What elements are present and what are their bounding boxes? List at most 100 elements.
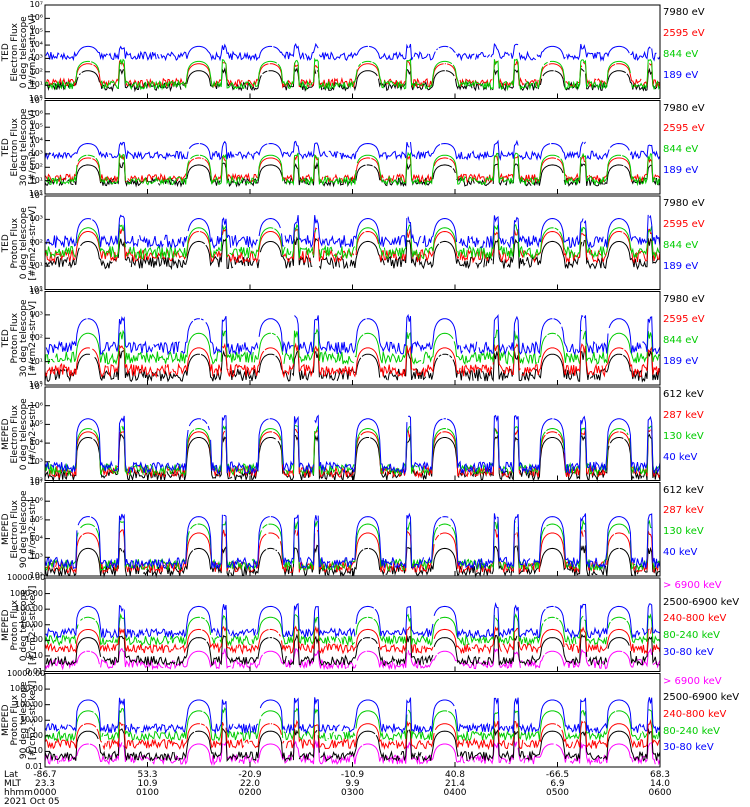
- x-tick-label: 68.3: [649, 770, 671, 780]
- series-line: [45, 313, 661, 356]
- series-line: [45, 633, 661, 667]
- y-tick-label: 10³: [29, 552, 43, 562]
- x-tick-label: 0600: [648, 788, 672, 798]
- x-tick-label: -10.9: [340, 770, 365, 780]
- series-line: [44, 42, 661, 62]
- y-tick-label: 10°: [28, 189, 43, 198]
- y-tick-label: 10²: [29, 333, 43, 343]
- legend-entry: 240-800 keV: [663, 613, 727, 625]
- panel-1: [44, 4, 661, 99]
- axis-row-label: hhmm: [4, 788, 33, 798]
- legend-entry: > 6900 keV: [663, 675, 722, 687]
- legend-entry: 7980 eV: [663, 293, 705, 305]
- y-tick-label: 10⁴: [29, 40, 43, 50]
- y-tick-label: 10⁷: [29, 477, 43, 487]
- legend-entry: 844 eV: [663, 335, 699, 347]
- y-tick-label: 1000.00: [9, 684, 43, 694]
- y-tick-label: 10¹: [29, 80, 43, 90]
- legend-entry: 40 keV: [663, 451, 698, 463]
- y-tick-label: 10²: [29, 162, 43, 172]
- y-tick-label: 10⁷: [29, 382, 43, 391]
- y-tick-label: 100.00: [15, 604, 43, 614]
- series-line: [44, 59, 661, 89]
- panel-ylabel: MEPED Electron Flux 90 deg telescope [#/cm2…: [1, 490, 38, 569]
- x-tick-label: 10.9: [137, 779, 158, 789]
- panel-ylabel: MEPED Electron Flux 0 deg telescope [#/cm2-…: [1, 397, 38, 470]
- legend-entry: 844 eV: [663, 144, 699, 156]
- x-tick-label: 6.9: [550, 779, 565, 789]
- y-tick-label: 10³: [29, 456, 43, 466]
- series-line: [44, 719, 661, 751]
- y-tick-label: 10³: [29, 148, 43, 158]
- panel-4: [44, 291, 661, 386]
- y-tick-label: 10³: [29, 53, 43, 63]
- y-tick-label: 10⁴: [29, 438, 43, 448]
- panel-6: [44, 482, 661, 578]
- legend-entry: 7980 eV: [663, 7, 705, 18]
- y-tick-label: 1.00: [25, 635, 43, 645]
- y-tick-label: 10⁵: [29, 122, 43, 132]
- x-tick-label: 9.9: [345, 779, 360, 789]
- y-tick-label: 10⁶: [29, 13, 43, 23]
- panel-ylabel: MEPED Proton Flux 0 deg telescope [#/cm2-s-…: [1, 585, 38, 665]
- series-line: [44, 697, 661, 735]
- legend-entry: 30-80 keV: [663, 742, 714, 754]
- series-line: [44, 602, 661, 640]
- y-tick-label: 10⁵: [29, 26, 43, 36]
- y-tick-label: 10²: [29, 66, 43, 76]
- panel-ylabel: MEPED Proton Flux 90 deg telescope [#/cm2-s…: [1, 680, 38, 760]
- series-line: [44, 139, 661, 161]
- legend-entry: 7980 eV: [663, 198, 705, 209]
- y-tick-label: 10000.00: [7, 573, 46, 582]
- legend-entry: 2500-6900 keV: [663, 596, 740, 608]
- legend-entry: 189 eV: [663, 260, 699, 272]
- panel-2: [44, 100, 661, 195]
- y-tick-label: 10¹: [29, 261, 43, 271]
- legend-entry: 130 keV: [663, 526, 704, 538]
- y-tick-label: 10⁶: [29, 400, 43, 410]
- y-tick-label: 10³: [29, 309, 43, 319]
- y-tick-label: 10⁶: [29, 108, 43, 118]
- legend-entry: 189 eV: [663, 69, 699, 81]
- date-label: 2021 Oct 05: [4, 797, 60, 807]
- series-line: [44, 151, 661, 187]
- y-tick-label: 10⁴: [29, 286, 43, 296]
- x-tick-label: -20.9: [238, 770, 262, 780]
- series-line: [44, 625, 661, 655]
- legend-entry: 2595 eV: [663, 123, 705, 135]
- x-tick-label: 23.3: [34, 779, 56, 789]
- y-tick-label: 10000.00: [7, 668, 46, 678]
- legend-entry: 189 eV: [663, 165, 699, 177]
- legend-entry: > 6900 keV: [663, 580, 722, 591]
- panel-3: [44, 195, 661, 290]
- y-tick-label: 10⁴: [29, 135, 43, 145]
- legend-entry: 7980 eV: [663, 102, 705, 114]
- panel-8: [44, 673, 661, 768]
- y-tick-label: 100.00: [15, 699, 43, 709]
- legend-entry: 612 keV: [663, 389, 704, 400]
- legend-entry: 80-240 keV: [663, 630, 721, 642]
- x-tick-label: 0000: [33, 788, 57, 798]
- y-tick-label: 10.00: [20, 715, 43, 725]
- y-tick-label: 10²: [29, 571, 43, 580]
- x-tick-label: 14.0: [649, 779, 671, 789]
- x-tick-label: 0200: [238, 788, 262, 798]
- legend-entry: 240-800 keV: [663, 708, 727, 720]
- axis-row-label: Lat: [4, 770, 19, 780]
- legend-entry: 40 keV: [663, 547, 698, 559]
- axis-row-label: MLT: [4, 779, 22, 789]
- y-tick-label: 0.10: [25, 650, 43, 660]
- y-tick-label: 10²: [29, 475, 43, 485]
- series-line: [44, 414, 661, 475]
- y-tick-label: 10³: [29, 214, 43, 224]
- panel-7: [44, 577, 661, 672]
- series-line: [44, 57, 661, 91]
- y-tick-label: 10°: [28, 284, 43, 294]
- x-tick-label: 53.3: [137, 770, 158, 780]
- y-tick-label: 10°: [28, 93, 43, 103]
- y-tick-label: 1000.00: [9, 588, 43, 598]
- y-tick-label: 0.01: [25, 762, 43, 771]
- x-tick-label: 0300: [341, 788, 364, 798]
- x-tick-label: 0500: [546, 788, 569, 798]
